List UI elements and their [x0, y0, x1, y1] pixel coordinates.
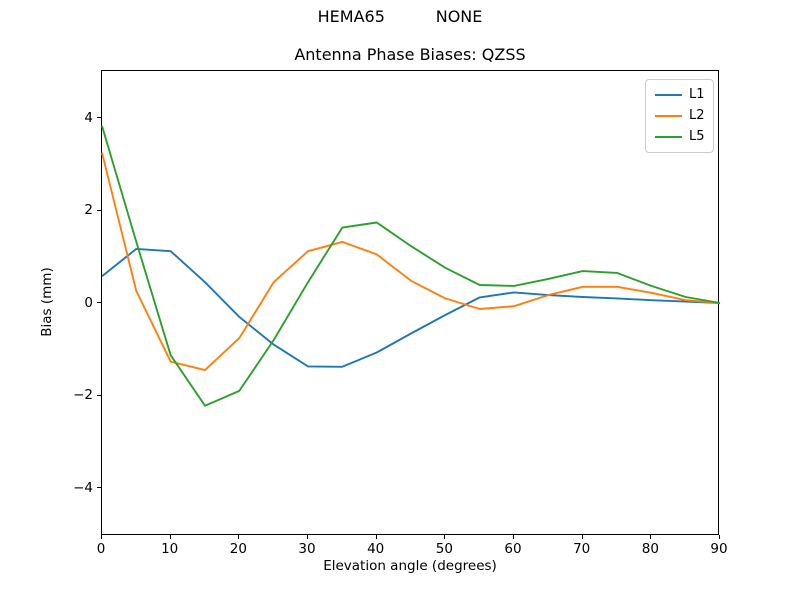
legend-line-sample-L2 — [655, 114, 682, 117]
x-tick-label: 90 — [710, 541, 728, 557]
y-tick-label: 0 — [84, 294, 93, 311]
plot-lines-svg — [101, 125, 721, 407]
axes-title: Antenna Phase Biases: QZSS — [294, 45, 526, 64]
legend-item-L2: L2 — [655, 105, 705, 126]
x-tick-label: 20 — [229, 541, 247, 557]
legend-item-L5: L5 — [655, 126, 705, 147]
legend-label-L1: L1 — [689, 87, 705, 102]
x-tick-mark — [581, 535, 583, 539]
y-axis-label: Bias (mm) — [39, 267, 55, 337]
legend-item-L1: L1 — [655, 84, 705, 105]
x-tick-label: 80 — [641, 541, 659, 557]
y-tick-label: −4 — [73, 479, 93, 496]
line-series-L2 — [101, 152, 721, 372]
legend: L1 L2 L5 — [645, 79, 714, 153]
y-tick-mark — [97, 117, 101, 118]
x-tick-mark — [650, 535, 652, 539]
y-tick-mark — [97, 209, 101, 211]
legend-line-sample-L1 — [655, 93, 682, 96]
x-tick-mark — [513, 535, 514, 539]
legend-label-L5: L5 — [689, 129, 705, 144]
x-tick-mark — [719, 535, 720, 539]
x-tick-label: 60 — [504, 541, 522, 557]
x-tick-mark — [169, 535, 171, 539]
x-tick-mark — [444, 535, 446, 539]
x-tick-label: 10 — [161, 541, 179, 557]
y-tick-label: 4 — [84, 109, 93, 126]
x-tick-mark — [307, 535, 308, 539]
x-tick-label: 50 — [435, 541, 453, 557]
plot-area — [101, 70, 721, 535]
x-tick-mark — [375, 535, 377, 539]
figure-suptitle: HEMA65 NONE — [317, 7, 483, 26]
x-tick-label: 30 — [298, 541, 316, 557]
x-tick-label: 70 — [573, 541, 591, 557]
y-tick-label: −2 — [73, 387, 93, 403]
y-tick-mark — [97, 487, 101, 488]
legend-line-sample-L5 — [655, 135, 682, 138]
y-tick-mark — [97, 394, 101, 396]
x-tick-label: 40 — [367, 541, 385, 557]
y-tick-mark — [97, 302, 101, 303]
line-series-L5 — [101, 125, 721, 407]
x-tick-mark — [238, 535, 240, 539]
x-tick-mark — [101, 535, 102, 539]
legend-label-L2: L2 — [689, 108, 705, 123]
x-axis-label: Elevation angle (degrees) — [323, 558, 497, 574]
x-tick-label: 0 — [96, 541, 106, 557]
y-tick-label: 2 — [84, 202, 93, 218]
line-series-L1 — [101, 247, 721, 368]
